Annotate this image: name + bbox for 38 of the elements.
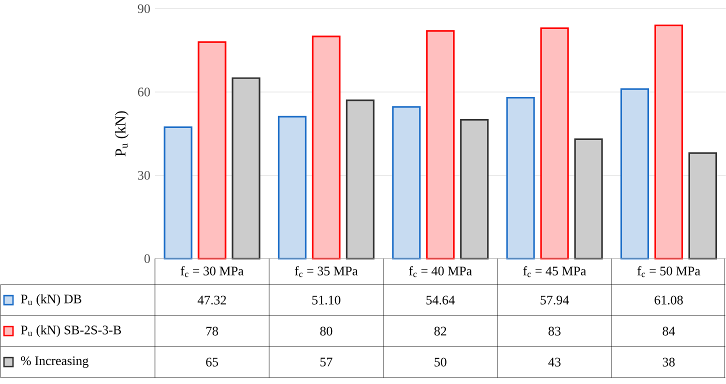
bar xyxy=(392,106,421,260)
bar xyxy=(312,36,341,260)
data-label: 83 xyxy=(548,326,561,336)
x-tick-label: f$_{c}$ = 40 MPa xyxy=(409,266,472,278)
y-tick-label: 60 xyxy=(138,88,150,97)
legend-label: P$_{u}$ (kN) SB-2S-3-B xyxy=(20,325,121,338)
bar xyxy=(654,24,684,260)
legend-label: P$_{u}$ (kN) DB xyxy=(20,294,82,306)
data-label: 84 xyxy=(662,326,676,336)
data-label: 82 xyxy=(434,326,446,336)
data-label: 43 xyxy=(548,358,561,367)
legend-label: % Increasing xyxy=(20,356,88,368)
data-label: 78 xyxy=(206,326,218,336)
y-tick-label: 90 xyxy=(138,4,150,14)
data-label: 57.94 xyxy=(540,296,569,305)
data-label: 51.10 xyxy=(312,296,340,305)
y-tick-label: 30 xyxy=(138,171,150,180)
bar xyxy=(506,97,535,260)
bar xyxy=(540,28,569,260)
data-label: 80 xyxy=(320,326,332,336)
data-label: 50 xyxy=(434,358,446,367)
bar xyxy=(164,126,192,260)
x-tick-label: f$_{c}$ = 30 MPa xyxy=(180,266,244,278)
data-label: 61.08 xyxy=(654,296,683,305)
data-label: 38 xyxy=(662,358,675,367)
x-tick-label: f$_{c}$ = 35 MPa xyxy=(294,266,358,278)
data-label: 47.32 xyxy=(198,296,226,305)
x-tick-label: f$_{c}$ = 45 MPa xyxy=(523,266,586,278)
data-label: 57 xyxy=(320,358,332,367)
bar xyxy=(620,88,650,260)
bar xyxy=(426,30,455,260)
data-label: 54.64 xyxy=(426,296,455,305)
data-label: 65 xyxy=(206,358,218,367)
y-axis-title: P$_{u}$ (kN) xyxy=(114,111,129,157)
bar xyxy=(198,41,226,260)
x-tick-label: f$_{c}$ = 50 MPa xyxy=(637,266,700,278)
bar xyxy=(278,116,307,260)
y-tick-label: 0 xyxy=(144,254,150,264)
